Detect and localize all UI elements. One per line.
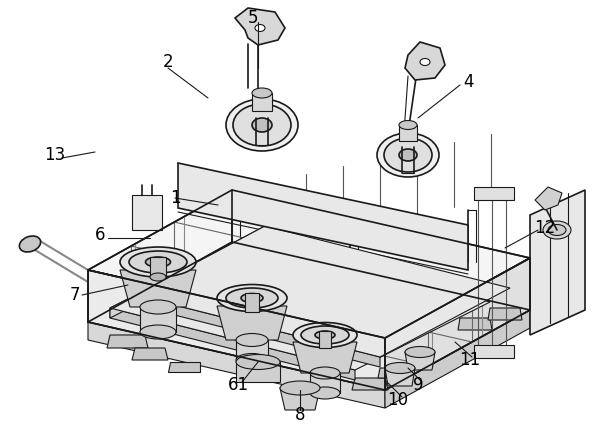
Polygon shape bbox=[132, 195, 162, 230]
Polygon shape bbox=[280, 388, 320, 410]
Ellipse shape bbox=[19, 236, 41, 252]
Ellipse shape bbox=[252, 88, 272, 98]
Text: 10: 10 bbox=[388, 391, 409, 409]
Polygon shape bbox=[378, 368, 412, 378]
Ellipse shape bbox=[420, 59, 430, 66]
Text: 4: 4 bbox=[463, 73, 473, 91]
Ellipse shape bbox=[217, 284, 287, 311]
Ellipse shape bbox=[399, 149, 417, 161]
Polygon shape bbox=[405, 352, 435, 370]
Ellipse shape bbox=[236, 354, 268, 366]
Polygon shape bbox=[535, 187, 562, 210]
Polygon shape bbox=[132, 348, 168, 360]
Polygon shape bbox=[236, 340, 268, 360]
Ellipse shape bbox=[145, 257, 171, 267]
Ellipse shape bbox=[315, 331, 335, 339]
Ellipse shape bbox=[226, 99, 298, 151]
Text: 11: 11 bbox=[459, 351, 481, 369]
Ellipse shape bbox=[310, 387, 340, 399]
Text: 2: 2 bbox=[163, 53, 173, 71]
Text: 7: 7 bbox=[70, 286, 81, 304]
Polygon shape bbox=[385, 258, 530, 390]
Polygon shape bbox=[385, 310, 530, 408]
Ellipse shape bbox=[120, 247, 196, 277]
Text: 13: 13 bbox=[44, 146, 66, 164]
Ellipse shape bbox=[280, 381, 320, 395]
Text: 9: 9 bbox=[413, 376, 423, 394]
Ellipse shape bbox=[384, 138, 432, 172]
Polygon shape bbox=[88, 190, 530, 338]
Ellipse shape bbox=[293, 322, 357, 348]
Text: 5: 5 bbox=[248, 9, 258, 27]
Text: 8: 8 bbox=[294, 406, 305, 424]
Ellipse shape bbox=[310, 367, 340, 379]
Polygon shape bbox=[88, 270, 385, 390]
Polygon shape bbox=[293, 342, 357, 373]
Ellipse shape bbox=[140, 325, 176, 339]
Polygon shape bbox=[217, 306, 287, 340]
Polygon shape bbox=[385, 368, 415, 386]
Polygon shape bbox=[235, 8, 285, 45]
Polygon shape bbox=[168, 362, 200, 372]
Polygon shape bbox=[399, 125, 417, 141]
Ellipse shape bbox=[543, 221, 571, 239]
Ellipse shape bbox=[385, 363, 415, 374]
Polygon shape bbox=[88, 322, 385, 408]
Polygon shape bbox=[135, 295, 380, 367]
Ellipse shape bbox=[405, 347, 435, 358]
Polygon shape bbox=[458, 318, 492, 330]
Polygon shape bbox=[474, 187, 514, 200]
Polygon shape bbox=[88, 242, 530, 390]
Ellipse shape bbox=[399, 120, 417, 130]
Polygon shape bbox=[405, 42, 445, 80]
Polygon shape bbox=[120, 270, 196, 307]
Text: 6: 6 bbox=[95, 226, 105, 244]
Polygon shape bbox=[236, 362, 280, 382]
Polygon shape bbox=[135, 226, 265, 305]
Ellipse shape bbox=[255, 25, 265, 31]
Ellipse shape bbox=[301, 326, 349, 344]
Polygon shape bbox=[488, 308, 522, 320]
Polygon shape bbox=[107, 335, 148, 348]
Polygon shape bbox=[245, 293, 259, 312]
Ellipse shape bbox=[236, 355, 280, 370]
Polygon shape bbox=[110, 240, 245, 318]
Polygon shape bbox=[110, 308, 355, 380]
Polygon shape bbox=[352, 378, 388, 390]
Text: 61: 61 bbox=[227, 376, 249, 394]
Ellipse shape bbox=[252, 118, 272, 132]
Polygon shape bbox=[178, 163, 468, 270]
Polygon shape bbox=[319, 331, 331, 348]
Ellipse shape bbox=[140, 300, 176, 314]
Polygon shape bbox=[530, 190, 585, 335]
Ellipse shape bbox=[129, 251, 187, 273]
Text: 12: 12 bbox=[534, 219, 556, 237]
Polygon shape bbox=[252, 93, 272, 111]
Polygon shape bbox=[110, 240, 490, 370]
Text: 1: 1 bbox=[169, 189, 180, 207]
Polygon shape bbox=[140, 307, 176, 332]
Polygon shape bbox=[135, 226, 510, 357]
Polygon shape bbox=[150, 257, 166, 277]
Polygon shape bbox=[474, 345, 514, 358]
Ellipse shape bbox=[150, 273, 166, 281]
Ellipse shape bbox=[236, 333, 268, 347]
Ellipse shape bbox=[226, 288, 278, 308]
Polygon shape bbox=[310, 373, 340, 393]
Ellipse shape bbox=[548, 224, 566, 235]
Ellipse shape bbox=[377, 133, 439, 177]
Ellipse shape bbox=[241, 294, 263, 303]
Ellipse shape bbox=[233, 104, 291, 146]
